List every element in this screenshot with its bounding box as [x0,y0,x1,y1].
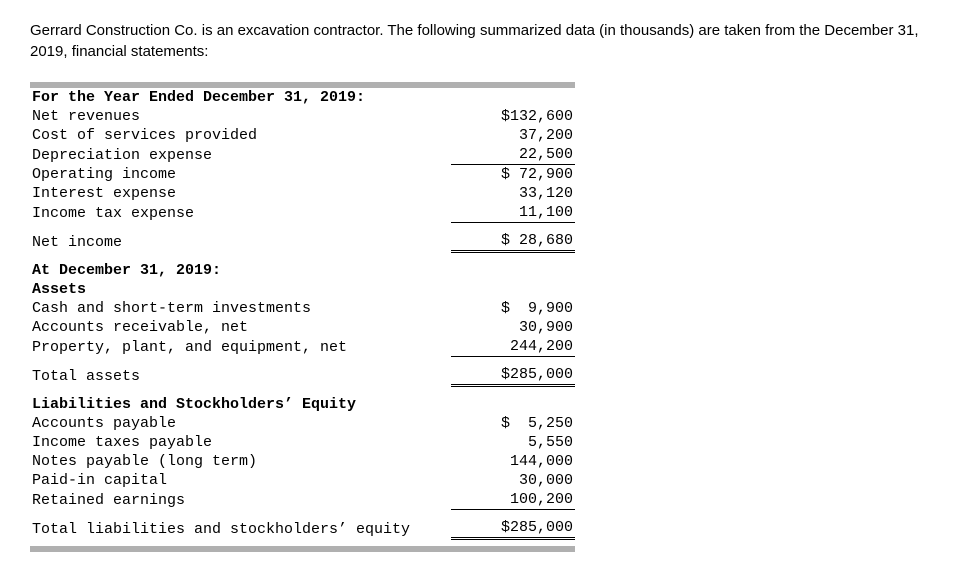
row-value: 30,900 [451,318,575,337]
row-label: Paid-in capital [30,471,451,490]
row-value: 30,000 [451,471,575,490]
row-label: Income taxes payable [30,433,451,452]
balance-header: At December 31, 2019: [30,261,451,280]
income-header: For the Year Ended December 31, 2019: [30,88,451,107]
row-value: 37,200 [451,126,575,145]
row-value: $285,000 [451,518,575,539]
row-value: 11,100 [451,203,575,223]
row-label: Cash and short-term investments [30,299,451,318]
row-value: 144,000 [451,452,575,471]
row-value: $ 28,680 [451,231,575,252]
row-label: Total liabilities and stockholders’ equi… [30,518,451,539]
row-label: Interest expense [30,184,451,203]
row-value: 5,550 [451,433,575,452]
row-value: 100,200 [451,490,575,510]
row-value: $ 72,900 [451,165,575,185]
row-value: $285,000 [451,365,575,386]
row-value: $ 9,900 [451,299,575,318]
row-value: 244,200 [451,337,575,357]
row-label: Property, plant, and equipment, net [30,337,451,357]
row-value: $132,600 [451,107,575,126]
row-value: 33,120 [451,184,575,203]
row-label: Accounts receivable, net [30,318,451,337]
intro-text: Gerrard Construction Co. is an excavatio… [30,20,940,62]
row-label: Operating income [30,165,451,185]
row-label: Income tax expense [30,203,451,223]
row-label: Net revenues [30,107,451,126]
financial-statement-table: For the Year Ended December 31, 2019: Ne… [30,82,575,540]
row-label: Depreciation expense [30,145,451,165]
row-label: Total assets [30,365,451,386]
row-value: $ 5,250 [451,414,575,433]
row-label: Retained earnings [30,490,451,510]
row-label: Notes payable (long term) [30,452,451,471]
row-label: Net income [30,231,451,252]
bottom-shadow-bar [30,546,575,552]
row-label: Accounts payable [30,414,451,433]
row-value: 22,500 [451,145,575,165]
liabilities-header: Liabilities and Stockholders’ Equity [30,395,451,414]
row-label: Cost of services provided [30,126,451,145]
assets-header: Assets [30,280,451,299]
